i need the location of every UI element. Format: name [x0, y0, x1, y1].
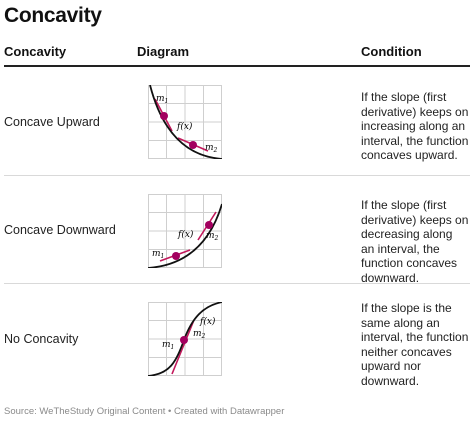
- point: [180, 336, 188, 344]
- label-m2: m2: [206, 231, 219, 242]
- point-m2: [205, 221, 213, 229]
- row-label-no-concavity: No Concavity: [4, 332, 79, 346]
- row-divider: [4, 283, 470, 284]
- curve: [148, 203, 222, 268]
- row-label-concave-upward: Concave Upward: [4, 115, 100, 129]
- label-m1: m1: [162, 340, 174, 351]
- label-m1: m1: [156, 94, 168, 105]
- grid: [148, 194, 222, 268]
- header-condition: Condition: [361, 44, 422, 59]
- diagram-concave-downward: m1 f(x) m2: [148, 194, 222, 268]
- no-concavity-graph: m1 m2 f(x): [148, 302, 222, 376]
- label-m1: m1: [152, 249, 164, 260]
- row-label-concave-downward: Concave Downward: [4, 223, 116, 237]
- page-title: Concavity: [4, 4, 102, 27]
- label-m2: m2: [193, 329, 206, 340]
- row-condition-no-concavity: If the slope is the same along an interv…: [361, 301, 469, 388]
- label-fx: f(x): [199, 316, 216, 327]
- point-m1: [160, 112, 168, 120]
- diagram-concave-upward: m1 f(x) m2: [148, 85, 222, 159]
- concave-downward-graph: m1 f(x) m2: [148, 194, 222, 268]
- concave-upward-graph: m1 f(x) m2: [148, 85, 222, 159]
- header-diagram: Diagram: [137, 44, 190, 59]
- header-divider: [4, 65, 470, 67]
- source-footer: Source: WeTheStudy Original Content • Cr…: [4, 406, 285, 417]
- tangent-line: [171, 319, 195, 375]
- point-m1: [172, 252, 180, 260]
- header-concavity: Concavity: [4, 44, 67, 59]
- label-fx: f(x): [176, 121, 193, 132]
- point-m2: [189, 141, 197, 149]
- row-divider: [4, 175, 470, 176]
- diagram-no-concavity: m1 m2 f(x): [148, 302, 222, 376]
- row-condition-concave-upward: If the slope (first derivative) keeps on…: [361, 90, 469, 162]
- label-fx: f(x): [177, 229, 194, 240]
- curve: [149, 85, 222, 159]
- grid: [148, 302, 222, 376]
- label-m2: m2: [205, 143, 218, 154]
- row-condition-concave-downward: If the slope (first derivative) keeps on…: [361, 198, 469, 285]
